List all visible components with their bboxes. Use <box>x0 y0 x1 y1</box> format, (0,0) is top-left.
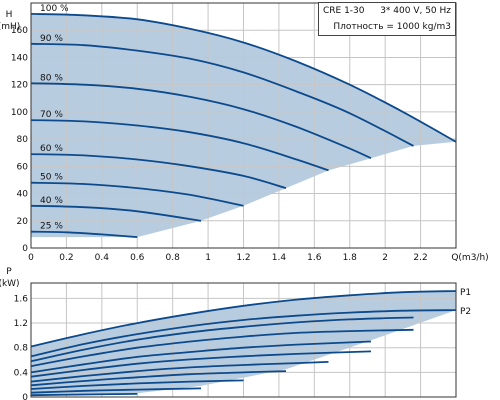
head-x-tick-label: 2 <box>382 253 388 263</box>
pump-info-box: CRE 1-30 3* 400 V, 50 Hz Плотность = 100… <box>318 2 456 36</box>
head-y-tick-label: 100 <box>11 108 28 118</box>
head-x-tick-label: 1 <box>205 253 211 263</box>
head-x-tick-label: 1.4 <box>272 253 287 263</box>
head-y-tick-label: 40 <box>17 190 29 200</box>
head-x-tick-label: 0.8 <box>166 253 181 263</box>
head-curve <box>30 153 287 189</box>
power-y-tick-label: 1.6 <box>14 294 29 304</box>
power-plot-frame <box>30 282 457 398</box>
head-x-tick-label: 0.4 <box>95 253 110 263</box>
power-curve <box>30 316 414 363</box>
head-y-axis-label: (mH) <box>0 22 20 32</box>
head-panel: 100 % 90 % 80 % 70 % 60 % 50 % 40 % 25 % 0 0.2 0.4… <box>0 2 489 263</box>
power-curve <box>30 350 372 378</box>
head-curve-label: 40 % <box>40 196 63 206</box>
head-curve <box>30 204 202 222</box>
head-y-tick-label: 80 <box>17 135 29 145</box>
head-y-tick-label: 120 <box>11 81 28 91</box>
head-curve <box>30 119 329 172</box>
fluid-density: Плотность = 1000 kg/m3 <box>333 22 451 32</box>
head-curve <box>30 181 244 207</box>
power-y-axis-label: P <box>6 267 12 277</box>
power-curve-label: P2 <box>460 307 471 317</box>
head-curve <box>30 42 414 147</box>
power-panel: P1 P2 0 0.4 0.8 1.2 1.6 P (kW) <box>0 267 471 400</box>
head-curve-label: 80 % <box>40 73 63 83</box>
head-x-tick-label: 0.2 <box>59 253 73 263</box>
head-curve-label: 50 % <box>40 173 63 183</box>
power-y-tick-label: 0.4 <box>14 368 29 378</box>
power-curve <box>30 309 457 358</box>
head-curve-label: 25 % <box>40 222 63 232</box>
pump-model: CRE 1-30 <box>323 6 365 16</box>
head-x-tick-label: 1.6 <box>307 253 322 263</box>
head-x-tick-label: 0.6 <box>130 253 145 263</box>
power-curve-label: P1 <box>460 288 471 298</box>
head-curve-label: 100 % <box>40 4 69 14</box>
head-curve-label: 60 % <box>40 144 63 154</box>
power-supply: 3* 400 V, 50 Hz <box>380 6 451 16</box>
power-curve <box>30 370 287 387</box>
head-x-tick-label: 1.2 <box>236 253 250 263</box>
head-curve-label: 90 % <box>40 34 63 44</box>
head-curve <box>30 82 372 160</box>
head-y-tick-label: 20 <box>17 217 29 227</box>
power-y-tick-label: 0 <box>22 393 28 400</box>
power-y-tick-label: 1.2 <box>14 319 28 329</box>
power-curve <box>30 340 372 374</box>
head-y-axis-label: H <box>6 10 13 20</box>
head-x-axis-label: Q(m3/h) <box>451 253 488 263</box>
head-curve <box>30 13 457 143</box>
power-curve <box>30 328 414 368</box>
head-y-tick-label: 0 <box>22 244 28 254</box>
head-y-tick-label: 160 <box>11 26 28 36</box>
head-x-tick-label: 0 <box>28 253 34 263</box>
power-y-tick-label: 0.8 <box>14 344 29 354</box>
power-y-axis-label: (kW) <box>0 279 20 289</box>
power-curve <box>30 387 202 394</box>
power-curve <box>30 393 138 397</box>
power-curve <box>30 361 329 383</box>
head-x-tick-label: 1.8 <box>343 253 358 263</box>
head-plot-frame <box>30 2 457 249</box>
power-curve <box>30 290 457 348</box>
head-y-tick-label: 140 <box>11 53 28 63</box>
head-y-tick-label: 60 <box>17 162 29 172</box>
head-curve <box>30 230 138 238</box>
head-x-tick-label: 2.2 <box>413 253 427 263</box>
head-curve-label: 70 % <box>40 110 63 120</box>
power-curve <box>30 379 244 390</box>
